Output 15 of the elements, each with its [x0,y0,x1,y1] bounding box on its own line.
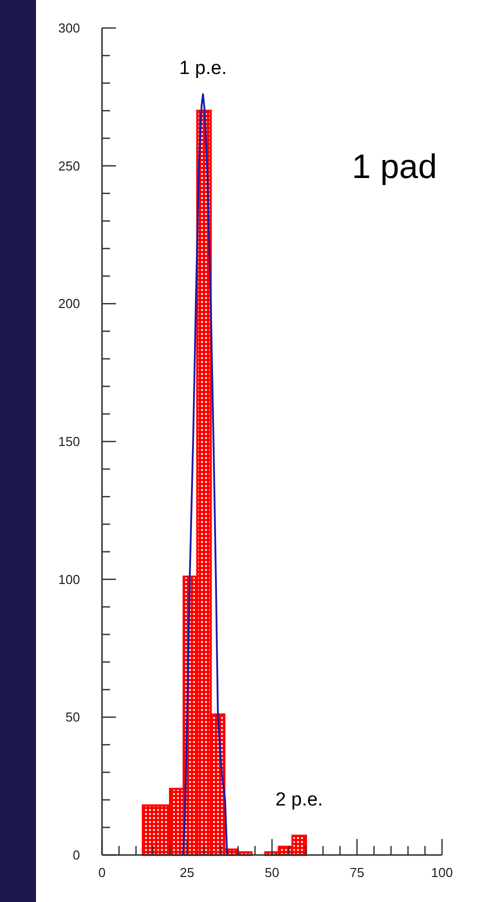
y-tick-label: 250 [58,158,80,174]
y-tick-label: 0 [72,848,80,863]
y-tick-label: 100 [58,572,80,587]
y-tick-label: 200 [58,296,80,312]
y-tick-label: 50 [66,710,80,725]
annotation: 1 pad [352,148,437,186]
y-tick-label: 150 [58,434,80,450]
x-tick-label: 50 [264,865,280,880]
x-tick-label: 0 [98,865,106,880]
x-tick-label: 75 [350,865,364,880]
annotation: 1 p.e. [179,58,227,80]
x-tick-label: 25 [180,865,194,880]
x-tick-label: 100 [431,865,453,880]
y-tick-label: 300 [58,20,80,36]
annotation: 2 p.e. [275,790,323,811]
